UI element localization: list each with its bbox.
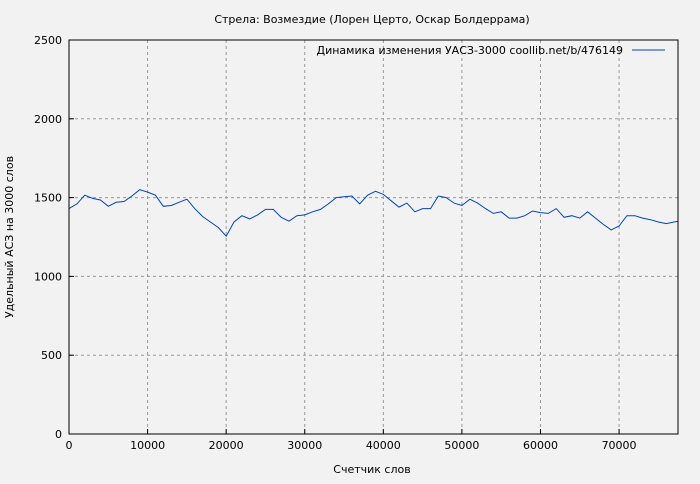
y-tick-label: 2500 — [34, 34, 62, 47]
y-tick-label: 2000 — [34, 113, 62, 126]
series-line — [68, 189, 679, 238]
x-tick-label: 30000 — [287, 439, 322, 452]
y-tick-label: 0 — [55, 428, 62, 441]
chart-title: Стрела: Возмездие (Лорен Церто, Оскар Бо… — [214, 13, 529, 26]
x-tick-label: 10000 — [130, 439, 165, 452]
x-tick-label: 40000 — [366, 439, 401, 452]
x-axis-label: Счетчик слов — [333, 463, 410, 476]
y-tick-label: 1500 — [34, 192, 62, 205]
ticks: 0 10000 20000 30000 40000 50000 60000 70000 0 500… — [34, 34, 637, 452]
x-tick-label: 20000 — [209, 439, 244, 452]
y-tick-label: 500 — [41, 349, 62, 362]
grid — [69, 40, 678, 434]
x-tick-label: 0 — [66, 439, 73, 452]
x-tick-label: 70000 — [602, 439, 637, 452]
x-tick-label: 50000 — [444, 439, 479, 452]
y-axis-label: Удельный АСЗ на 3000 слов — [3, 156, 16, 318]
plot-frame — [68, 39, 679, 435]
legend-label: Динамика изменения УАСЗ-3000 coollib.net… — [317, 44, 624, 57]
y-tick-label: 1000 — [34, 270, 62, 283]
legend: Динамика изменения УАСЗ-3000 coollib.net… — [317, 44, 665, 57]
series — [68, 189, 679, 238]
x-tick-label: 60000 — [523, 439, 558, 452]
